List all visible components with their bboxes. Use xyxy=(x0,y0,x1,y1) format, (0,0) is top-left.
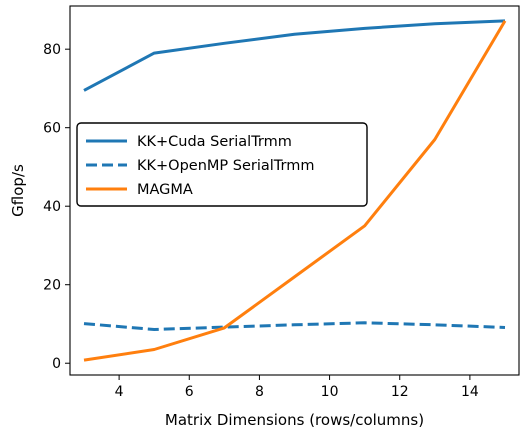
legend-label-2: KK+OpenMP SerialTrmm xyxy=(137,158,314,174)
x-tick-label: 8 xyxy=(255,384,264,400)
legend-label-3: MAGMA xyxy=(137,182,193,198)
x-axis-label: Matrix Dimensions (rows/columns) xyxy=(165,411,424,429)
plot-frame xyxy=(69,5,520,376)
y-axis-label: Gflop/s xyxy=(9,164,27,217)
y-tick-label: 0 xyxy=(52,356,61,372)
series-line-1 xyxy=(83,19,506,92)
y-tick-label: 60 xyxy=(43,121,61,137)
y-tick-label: 80 xyxy=(43,42,61,58)
y-axis-ticks: 0 20 40 60 80 xyxy=(43,42,70,372)
plot-area xyxy=(69,5,520,376)
y-tick-label: 40 xyxy=(43,199,61,215)
legend-box xyxy=(76,122,368,207)
x-tick-label: 4 xyxy=(115,384,124,400)
series-line-2 xyxy=(83,321,506,331)
x-tick-label: 12 xyxy=(391,384,409,400)
x-axis-ticks: 4 6 8 10 12 14 xyxy=(115,375,479,400)
series-line-3 xyxy=(83,20,507,362)
x-tick-label: 10 xyxy=(321,384,339,400)
y-tick-label: 20 xyxy=(43,278,61,294)
series-layer xyxy=(83,19,507,362)
x-tick-label: 14 xyxy=(461,384,479,400)
legend: KK+Cuda SerialTrmm KK+OpenMP SerialTrmm MA… xyxy=(76,122,368,207)
x-tick-label: 6 xyxy=(185,384,194,400)
legend-label-1: KK+Cuda SerialTrmm xyxy=(137,134,292,150)
